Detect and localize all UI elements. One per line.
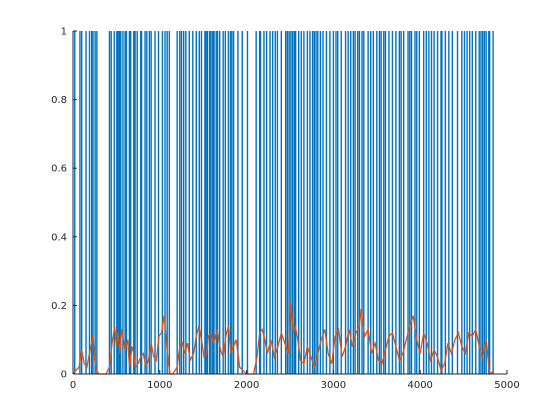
x-tick-label: 3000 [321,380,346,391]
x-tick-label: 2000 [234,380,259,391]
x-tick-label: 1000 [147,380,172,391]
x-tick-label: 5000 [494,380,519,391]
x-tick-label: 4000 [407,380,432,391]
y-tick-label: 0 [61,370,67,381]
y-tick-label: 0.8 [51,95,67,106]
y-tick-label: 0.6 [51,164,67,175]
y-tick-label: 1 [61,27,67,38]
smoothed-rate-line [72,301,495,376]
x-axis: 0 1000 2000 3000 4000 5000 [70,370,520,391]
spike-series [74,31,494,374]
y-tick-label: 0.4 [51,232,67,243]
x-tick-label: 0 [70,380,76,391]
y-tick-label: 0.2 [51,301,67,312]
y-axis: 0 0.2 0.4 0.6 0.8 1 [51,27,77,381]
